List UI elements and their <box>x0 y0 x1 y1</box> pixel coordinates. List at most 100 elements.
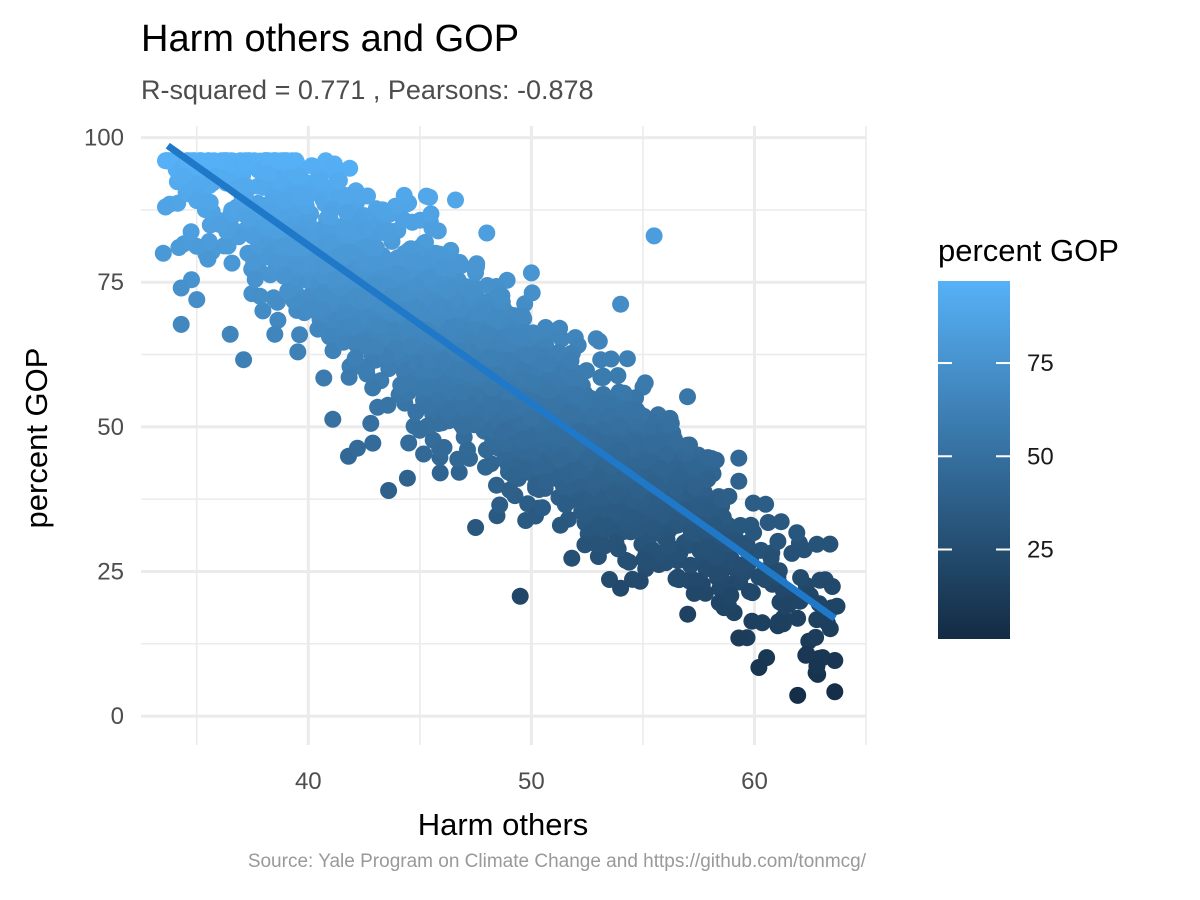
data-point <box>468 258 485 276</box>
data-point <box>398 319 416 337</box>
data-point <box>769 532 787 550</box>
y-tick-labels: 0 25 50 75 100 <box>84 125 124 731</box>
data-point <box>524 374 542 392</box>
data-point <box>340 368 358 386</box>
y-tick-label: 25 <box>97 558 124 585</box>
data-point <box>421 188 439 206</box>
data-point <box>588 472 606 490</box>
data-point <box>624 432 642 450</box>
data-point <box>423 351 441 369</box>
data-point <box>394 211 412 229</box>
data-point <box>308 171 326 189</box>
data-point <box>657 446 675 463</box>
data-point <box>519 495 537 513</box>
data-point <box>485 350 503 368</box>
data-point <box>519 346 537 364</box>
data-point <box>602 350 620 368</box>
data-point <box>431 440 449 458</box>
data-point <box>435 352 453 370</box>
data-point <box>315 369 333 387</box>
data-point <box>652 459 670 477</box>
data-point <box>275 152 293 170</box>
data-point <box>380 226 398 244</box>
data-point <box>821 535 839 553</box>
data-point <box>245 253 263 271</box>
data-point <box>590 332 608 350</box>
data-point <box>346 349 364 367</box>
data-point <box>550 344 568 362</box>
data-point <box>244 227 261 245</box>
data-point <box>789 686 807 704</box>
data-point <box>607 534 625 552</box>
data-point <box>685 477 703 495</box>
data-point <box>398 469 416 487</box>
data-point <box>324 410 342 428</box>
data-point <box>659 537 677 555</box>
data-point <box>645 227 663 245</box>
data-point <box>415 445 433 463</box>
data-point <box>679 605 697 623</box>
data-point <box>685 584 703 602</box>
data-point <box>654 504 672 522</box>
data-point <box>703 450 721 468</box>
data-point <box>439 401 457 419</box>
data-point <box>562 352 580 370</box>
data-point <box>321 205 338 223</box>
data-point <box>223 254 241 272</box>
data-point <box>514 429 532 447</box>
data-point <box>486 309 504 327</box>
data-point <box>335 245 353 263</box>
data-point <box>539 355 557 373</box>
data-point <box>309 320 327 338</box>
data-point <box>447 191 464 209</box>
data-point <box>637 553 655 571</box>
data-point <box>750 659 768 676</box>
data-point <box>326 271 344 289</box>
data-point <box>234 176 252 194</box>
data-point <box>584 407 602 425</box>
data-point <box>237 155 255 173</box>
data-point <box>808 535 826 553</box>
data-point <box>170 239 188 256</box>
legend-ticks: 25 50 75 <box>938 350 1054 564</box>
data-point <box>154 244 172 262</box>
data-point <box>491 496 509 514</box>
data-point <box>251 287 269 305</box>
data-point <box>268 293 286 311</box>
data-point <box>157 198 174 216</box>
data-point <box>351 187 368 205</box>
x-tick-label: 60 <box>741 768 768 795</box>
data-point <box>478 224 496 242</box>
data-point <box>559 405 577 423</box>
data-point <box>808 657 826 675</box>
data-point <box>477 458 494 476</box>
data-point <box>462 284 480 302</box>
data-point <box>338 221 356 239</box>
data-point <box>439 282 456 299</box>
y-axis-title: percent GOP <box>19 348 54 529</box>
data-point <box>601 406 619 424</box>
data-point <box>282 236 300 254</box>
data-point <box>570 493 588 511</box>
data-point <box>174 167 192 185</box>
data-point <box>636 374 654 392</box>
data-point <box>523 284 541 302</box>
legend-tick-label: 75 <box>1027 350 1054 377</box>
data-point <box>589 515 607 533</box>
data-point <box>320 233 338 251</box>
regression-line <box>165 142 837 622</box>
data-point <box>618 350 636 368</box>
data-point <box>669 568 687 586</box>
data-point <box>172 315 190 333</box>
data-point <box>411 421 429 439</box>
data-point <box>670 468 688 485</box>
x-axis-title: Harm others <box>418 807 589 842</box>
data-point <box>666 430 683 448</box>
data-point <box>400 434 418 452</box>
data-point <box>770 613 787 631</box>
data-point <box>367 338 385 356</box>
data-point <box>453 256 470 274</box>
legend-tick-label: 50 <box>1027 443 1054 470</box>
data-point <box>612 579 630 597</box>
data-point <box>826 652 844 669</box>
